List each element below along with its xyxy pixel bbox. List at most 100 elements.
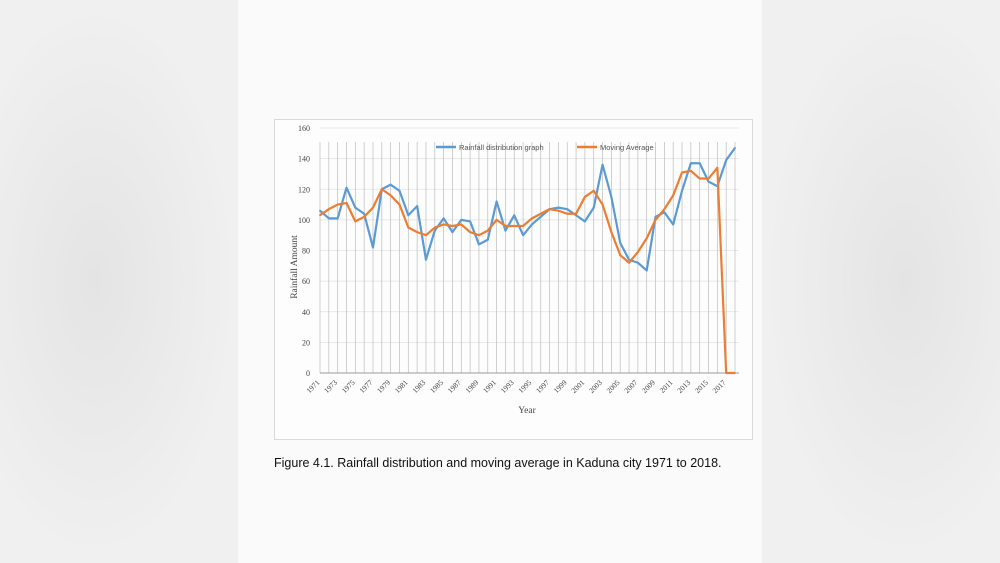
x-tick-label: 2005: [605, 378, 622, 395]
x-tick-label: 1989: [463, 378, 480, 395]
x-tick-label: 2007: [622, 378, 639, 395]
x-tick-label: 1971: [304, 378, 321, 395]
x-tick-label: 1981: [393, 378, 410, 395]
rainfall-data-point: [354, 206, 357, 209]
moving-average-data-point: [707, 177, 710, 180]
grid-layer: [319, 127, 739, 374]
x-tick-label: 1993: [499, 378, 516, 395]
moving-average-data-point: [451, 225, 454, 227]
moving-average-data-point: [566, 212, 569, 215]
legend-moving-average-label: Moving Average: [600, 143, 654, 152]
moving-average-data-point: [539, 212, 542, 215]
x-tick-label: 1999: [552, 378, 569, 395]
y-tick-label: 40: [302, 308, 310, 317]
moving-average-data-point: [601, 203, 604, 206]
rainfall-data-point: [451, 231, 454, 234]
moving-average-data-point: [548, 208, 551, 211]
moving-average-data-point: [425, 234, 427, 237]
moving-average-data-point: [495, 218, 498, 221]
moving-average-data-point: [398, 203, 401, 206]
y-tick-label: 120: [298, 185, 310, 194]
x-tick-label: 1975: [340, 378, 357, 395]
moving-average-data-point: [513, 225, 516, 227]
rainfall-data-point: [478, 243, 480, 246]
rainfall-data-point: [681, 189, 683, 192]
rainfall-data-point: [601, 163, 604, 166]
x-tick-label: 1991: [481, 378, 498, 395]
moving-average-data-point: [433, 226, 436, 229]
y-tick-label: 20: [302, 338, 310, 347]
moving-average-data-point: [619, 254, 622, 256]
moving-average-data-point: [486, 229, 489, 232]
rainfall-data-point: [654, 215, 657, 218]
x-tick-label: 1995: [516, 378, 533, 395]
x-tick-label: 1977: [357, 378, 374, 395]
rainfall-data-point: [592, 206, 595, 209]
rainfall-data-point: [504, 229, 507, 232]
rainfall-data-point: [416, 205, 419, 207]
moving-average-data-point: [645, 237, 648, 240]
rainfall-data-point: [583, 220, 586, 223]
rainfall-data-point: [557, 206, 560, 209]
moving-average-data-point: [363, 215, 366, 218]
y-tick-labels: 0 20 40 60 80 100 120 140 160: [298, 124, 310, 378]
moving-average-data-point: [319, 214, 321, 217]
moving-average-data-point: [354, 220, 357, 223]
rainfall-data-point: [645, 269, 648, 272]
moving-average-data-point: [698, 177, 701, 180]
rainfall-data-point: [734, 147, 736, 149]
rainfall-data-point: [619, 241, 622, 244]
x-tick-label: 1973: [322, 378, 339, 395]
y-tick-label: 100: [298, 216, 310, 225]
x-tick-labels: 1971 1973 1975 1977 1979 1981 1983 1985 1987 1989…: [304, 378, 727, 395]
legend-rainfall-label: Rainfall distribution graph: [459, 143, 544, 152]
moving-average-data-point: [654, 218, 657, 221]
x-tick-label: 2013: [675, 378, 692, 395]
x-tick-label: 2001: [569, 378, 586, 395]
rainfall-data-point: [531, 223, 533, 226]
moving-average-data-point: [478, 234, 480, 237]
rainfall-data-point: [725, 159, 728, 162]
x-tick-label: 2017: [711, 378, 728, 395]
moving-average-data-point: [610, 231, 613, 234]
moving-average-data-point: [522, 225, 524, 227]
rainfall-data-point: [486, 238, 489, 241]
rainfall-data-point: [345, 186, 348, 189]
moving-average-data-point: [583, 196, 586, 198]
moving-average-data-point: [592, 189, 595, 192]
moving-average-data-point: [725, 372, 728, 374]
moving-average-data-point: [672, 194, 675, 197]
rainfall-data-point: [495, 200, 498, 203]
x-axis-label: Year: [518, 406, 536, 416]
y-axis-label: Rainfall Amount: [289, 235, 300, 299]
moving-average-series-line: [319, 166, 735, 375]
rainfall-data-point: [389, 183, 392, 186]
rainfall-series-line: [319, 147, 736, 272]
moving-average-data-point: [345, 202, 348, 204]
moving-average-data-point: [460, 223, 463, 226]
rainfall-data-point: [407, 214, 410, 217]
rainfall-data-point: [689, 162, 692, 165]
moving-average-data-point: [389, 194, 392, 197]
moving-average-data-point: [327, 208, 330, 211]
x-tick-label: 2011: [658, 378, 675, 395]
moving-average-data-point: [636, 251, 639, 253]
moving-average-data-point: [663, 208, 666, 211]
y-tick-label: 0: [306, 369, 310, 378]
rainfall-data-point: [628, 258, 630, 261]
figure-caption: Figure 4.1. Rainfall distribution and mo…: [274, 456, 722, 470]
moving-average-data-point: [689, 169, 692, 172]
rainfall-data-point: [319, 209, 321, 212]
x-tick-label: 1985: [428, 378, 445, 395]
rainfall-data-point: [327, 217, 330, 220]
moving-average-data-point: [504, 225, 507, 227]
moving-average-data-point: [407, 226, 410, 229]
rainfall-data-point: [425, 258, 427, 261]
rainfall-data-point: [372, 246, 374, 249]
x-tick-label: 1979: [375, 378, 392, 395]
legend: Rainfall distribution graph Moving Avera…: [436, 143, 654, 152]
rainfall-data-point: [398, 189, 401, 192]
moving-average-data-point: [681, 171, 683, 174]
moving-average-data-point: [734, 372, 736, 374]
